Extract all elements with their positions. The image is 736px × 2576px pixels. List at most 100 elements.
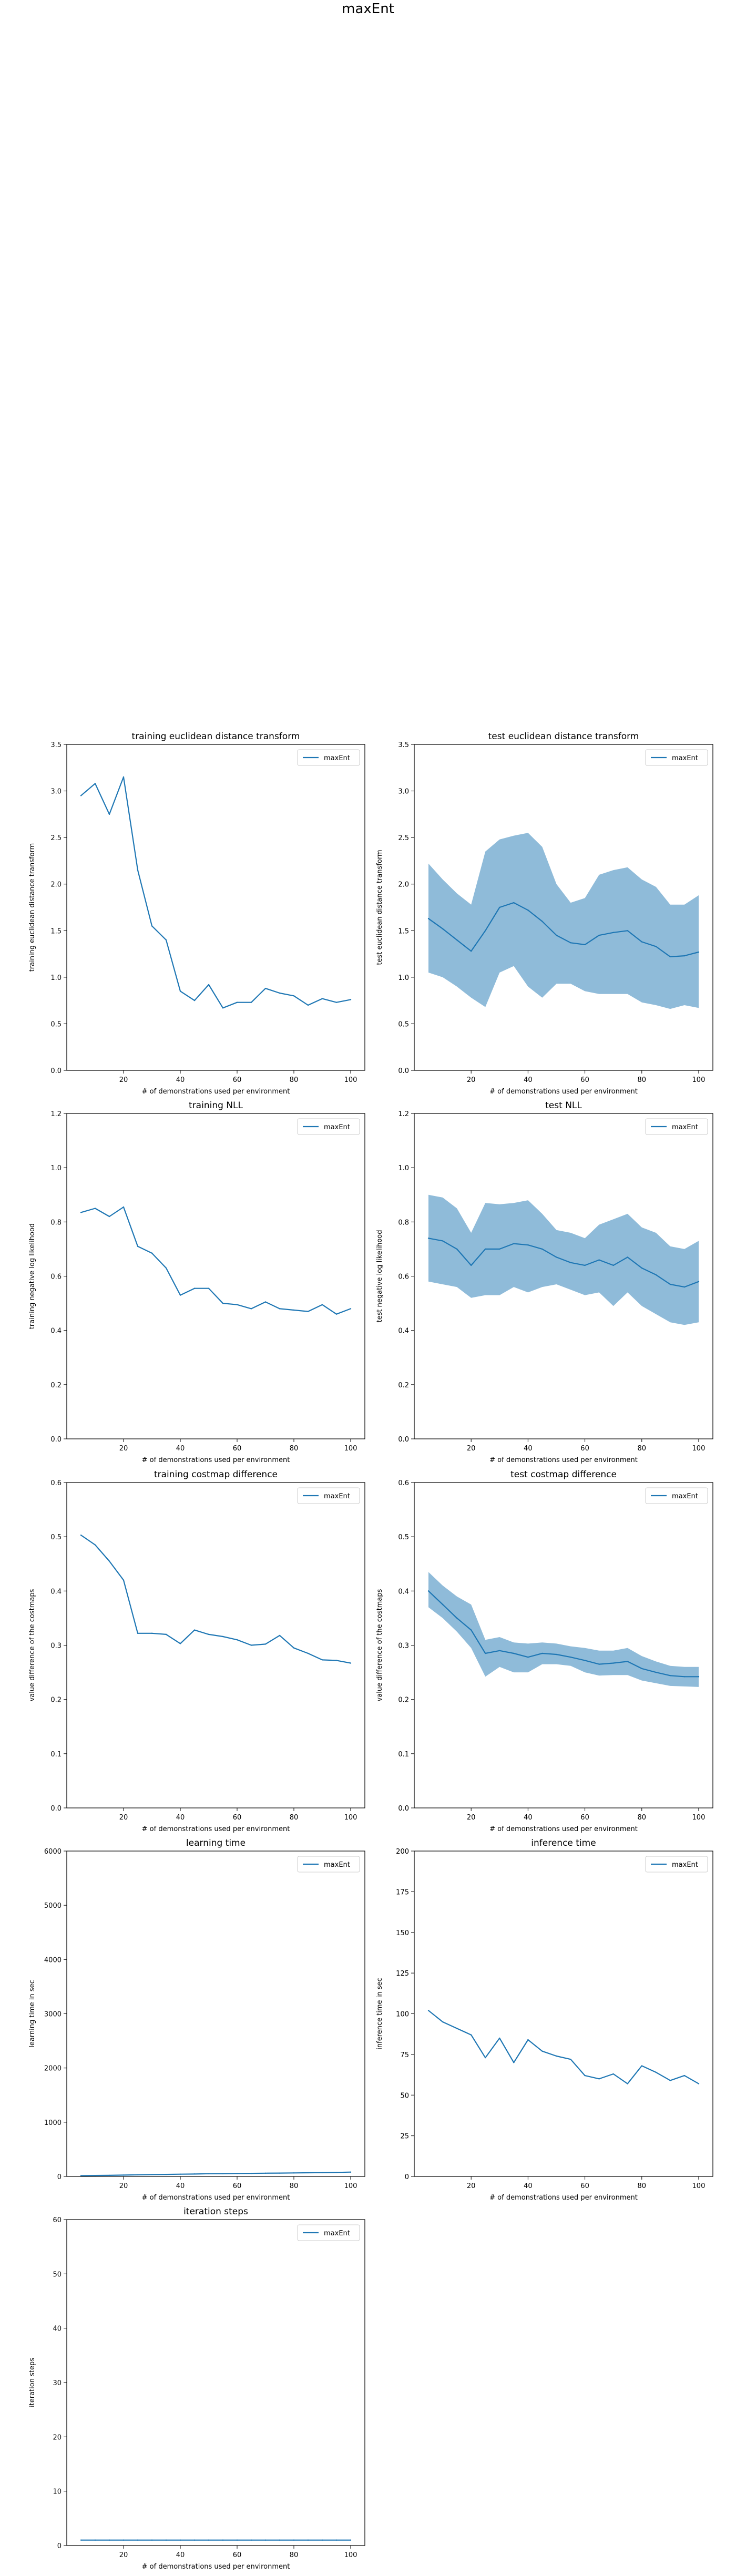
series-line	[80, 776, 351, 1009]
data-point	[442, 1240, 444, 1242]
y-tick-label: 1.0	[50, 1164, 62, 1172]
data-point	[321, 2172, 323, 2173]
x-axis-label: # of demonstrations used per environment	[489, 2194, 638, 2202]
data-point	[627, 1661, 628, 1662]
series-line	[80, 1535, 351, 1664]
data-point	[641, 1267, 642, 1269]
data-point	[236, 1639, 238, 1641]
data-point	[137, 2539, 139, 2541]
legend-label: maxEnt	[324, 2230, 350, 2237]
y-tick-label: 0.5	[398, 1534, 409, 1541]
data-point	[122, 776, 125, 778]
x-tick-label: 20	[467, 2182, 476, 2190]
data-point	[335, 1001, 338, 1003]
y-tick-label: 0.1	[398, 1751, 409, 1759]
data-point	[335, 2539, 338, 2541]
data-point	[499, 1248, 500, 1250]
chart-6: test costmap difference 20 40 60 80 100 0.0 0.1…	[376, 1469, 713, 1833]
data-point	[627, 1256, 628, 1258]
data-point	[94, 2539, 96, 2541]
data-point	[598, 934, 600, 936]
x-tick-label: 100	[344, 1814, 357, 1822]
data-point	[499, 2037, 500, 2039]
x-tick-label: 40	[176, 1814, 185, 1822]
data-point	[151, 1632, 153, 1634]
data-point	[556, 934, 557, 936]
data-point	[165, 1633, 167, 1635]
y-tick-label: 0.0	[50, 1436, 62, 1444]
legend: maxEnt	[297, 1118, 360, 1135]
y-tick-label: 0.0	[398, 1805, 409, 1813]
data-point	[570, 1262, 571, 1263]
data-point	[193, 2173, 196, 2175]
legend-box	[297, 1487, 360, 1504]
y-tick-label: 0.8	[398, 1219, 409, 1226]
data-point	[236, 1001, 238, 1003]
x-axis-label: # of demonstrations used per environment	[142, 1088, 290, 1096]
data-point	[208, 1287, 210, 1289]
legend: maxEnt	[297, 1487, 360, 1504]
data-point	[250, 2539, 252, 2541]
y-tick-label: 0.3	[50, 1642, 62, 1650]
x-tick-label: 100	[344, 2182, 357, 2190]
x-tick-label: 20	[467, 1076, 476, 1084]
x-tick-label: 100	[344, 1076, 357, 1084]
data-point	[94, 783, 96, 784]
chart-3: training NLL 20 40 60 80 100 0.0 0.2 0.4 0.6 0.8 1.…	[28, 1100, 365, 1464]
data-point	[179, 2539, 181, 2541]
series-line	[80, 1206, 351, 1315]
y-tick-label: 0.4	[50, 1327, 62, 1335]
data-point	[250, 1308, 252, 1310]
data-point	[179, 1643, 181, 1644]
data-point	[612, 1264, 614, 1266]
y-tick-label: 0.6	[398, 1273, 409, 1281]
data-point	[293, 1647, 295, 1649]
x-tick-label: 20	[467, 1814, 476, 1822]
data-point	[570, 1656, 571, 1658]
data-point	[513, 2062, 515, 2063]
data-point	[264, 2172, 267, 2174]
x-tick-label: 60	[580, 1076, 589, 1084]
y-tick-label: 0.2	[50, 1382, 62, 1389]
data-point	[350, 1662, 352, 1664]
data-point	[279, 2539, 281, 2541]
data-point	[151, 925, 153, 927]
x-tick-label: 40	[176, 1445, 185, 1453]
data-point	[499, 906, 500, 908]
data-point	[307, 2539, 309, 2541]
y-tick-label: 0.2	[398, 1696, 409, 1704]
y-tick-label: 10	[53, 2488, 62, 2496]
y-tick-label: 0.3	[398, 1642, 409, 1650]
y-tick-label: 0	[405, 2173, 409, 2181]
x-axis-label: # of demonstrations used per environment	[142, 1825, 290, 1833]
axes-frame	[66, 1851, 365, 2177]
data-point	[264, 1301, 267, 1303]
y-tick-label: 3000	[44, 2011, 62, 2019]
x-tick-label: 40	[176, 1076, 185, 1084]
axes-frame	[66, 2219, 365, 2546]
x-tick-label: 20	[119, 1076, 128, 1084]
x-axis-label: # of demonstrations used per environment	[142, 2194, 290, 2202]
legend-box	[297, 2224, 360, 2241]
data-point	[350, 1308, 352, 1310]
data-point	[584, 1264, 586, 1266]
y-tick-label: 2.0	[398, 881, 409, 889]
data-point	[427, 2010, 430, 2011]
data-point	[655, 1274, 657, 1276]
data-point	[513, 1652, 515, 1654]
data-point	[541, 921, 543, 922]
y-axis-label: test negative log likelihood	[376, 1230, 384, 1323]
data-point	[151, 2174, 153, 2175]
data-point	[527, 2039, 529, 2041]
data-point	[470, 2034, 472, 2036]
chart-title: training costmap difference	[154, 1469, 278, 1480]
data-point	[307, 1652, 309, 1654]
y-tick-label: 3.5	[50, 741, 62, 749]
y-tick-label: 0.0	[50, 1805, 62, 1813]
y-tick-label: 1000	[44, 2119, 62, 2127]
x-tick-label: 40	[524, 2182, 533, 2190]
data-point	[527, 1244, 529, 1246]
x-axis-label: # of demonstrations used per environment	[489, 1456, 638, 1464]
data-point	[335, 1313, 338, 1315]
y-tick-label: 0.4	[398, 1588, 409, 1596]
